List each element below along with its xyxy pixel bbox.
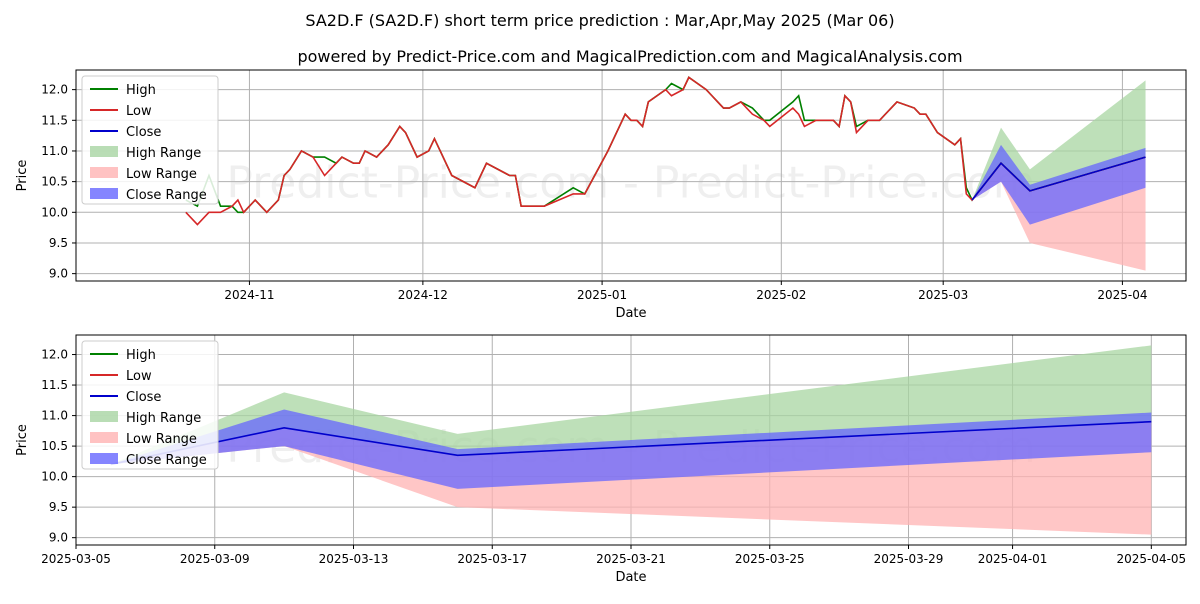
legend-swatch-patch — [90, 146, 118, 157]
legend-label: High — [126, 83, 156, 98]
y-tick-label: 10.5 — [41, 175, 68, 189]
legend-label: Low Range — [126, 432, 197, 447]
y-tick-label: 10.5 — [41, 439, 68, 453]
chart-panel-1: Predict-Price.com - Predict-Price.com 202… — [15, 69, 1187, 321]
y-tick-label: 11.5 — [41, 378, 68, 392]
y-tick-label: 9.0 — [49, 267, 68, 281]
x-tick-label: 2025-03 — [918, 288, 968, 302]
legend-swatch-patch — [90, 453, 118, 464]
x-tick-label: 2025-03-29 — [874, 552, 944, 566]
low-line — [185, 76, 1146, 226]
legend: High Low Close High Range Low Range Close Ran… — [81, 75, 219, 205]
x-tick-label: 2025-03-13 — [319, 552, 389, 566]
x-axis-label: Date — [615, 570, 646, 585]
legend-swatch-patch — [90, 411, 118, 422]
x-tick-label: 2025-03-25 — [735, 552, 805, 566]
legend-label: Low — [126, 104, 152, 119]
legend-swatch-patch — [90, 167, 118, 178]
close-range-band — [110, 409, 1152, 489]
legend-swatch-patch — [90, 188, 118, 199]
y-tick-label: 9.5 — [49, 236, 68, 250]
legend-label: Close — [126, 390, 161, 405]
plot-area — [185, 76, 1146, 271]
x-tick-label: 2025-04 — [1097, 288, 1147, 302]
legend-label: Low — [126, 369, 152, 384]
x-tick-label: 2024-11 — [224, 288, 274, 302]
chart-title: SA2D.F (SA2D.F) short term price predict… — [305, 11, 894, 30]
x-tick-label: 2025-03-17 — [457, 552, 527, 566]
y-tick-label: 9.5 — [49, 500, 68, 514]
x-tick-label: 2025-01 — [577, 288, 627, 302]
legend-label: High — [126, 348, 156, 363]
legend-swatch-patch — [90, 432, 118, 443]
y-tick-label: 10.0 — [41, 205, 68, 219]
legend-label: Close Range — [126, 188, 207, 203]
x-axis-label: Date — [615, 306, 646, 321]
y-tick-label: 9.0 — [49, 531, 68, 545]
y-tick-label: 12.0 — [41, 83, 68, 97]
y-tick-label: 12.0 — [41, 348, 68, 362]
legend-label: Close Range — [126, 453, 207, 468]
y-tick-label: 11.5 — [41, 113, 68, 127]
x-tick-label: 2025-03-09 — [180, 552, 250, 566]
legend-label: Close — [126, 125, 161, 140]
legend-label: High Range — [126, 146, 201, 161]
close-range-band — [972, 144, 1146, 225]
x-tick-label: 2025-02 — [756, 288, 806, 302]
y-tick-label: 10.0 — [41, 470, 68, 484]
legend: High Low Close High Range Low Range Close Ran… — [81, 340, 219, 470]
y-tick-label: 11.0 — [41, 409, 68, 423]
legend-label: Low Range — [126, 167, 197, 182]
x-tick-label: 2024-12 — [398, 288, 448, 302]
y-tick-label: 11.0 — [41, 144, 68, 158]
plot-frame — [75, 334, 1187, 546]
x-tick-label: 2025-03-21 — [596, 552, 666, 566]
x-tick-label: 2025-04-05 — [1116, 552, 1186, 566]
x-tick-label: 2025-04-01 — [978, 552, 1048, 566]
close-line — [971, 156, 1146, 201]
chart-subtitle: powered by Predict-Price.com and Magical… — [297, 47, 962, 66]
watermark-text: Predict-Price.com - Predict-Price.com — [226, 158, 1035, 209]
legend-label: High Range — [126, 411, 201, 426]
y-axis-label: Price — [15, 424, 30, 456]
x-tick-label: 2025-03-05 — [41, 552, 111, 566]
chart-panel-2: Predict-Price.com - Predict-Price.com202… — [15, 334, 1187, 585]
y-axis-label: Price — [15, 160, 30, 192]
plot-frame — [75, 69, 1187, 282]
